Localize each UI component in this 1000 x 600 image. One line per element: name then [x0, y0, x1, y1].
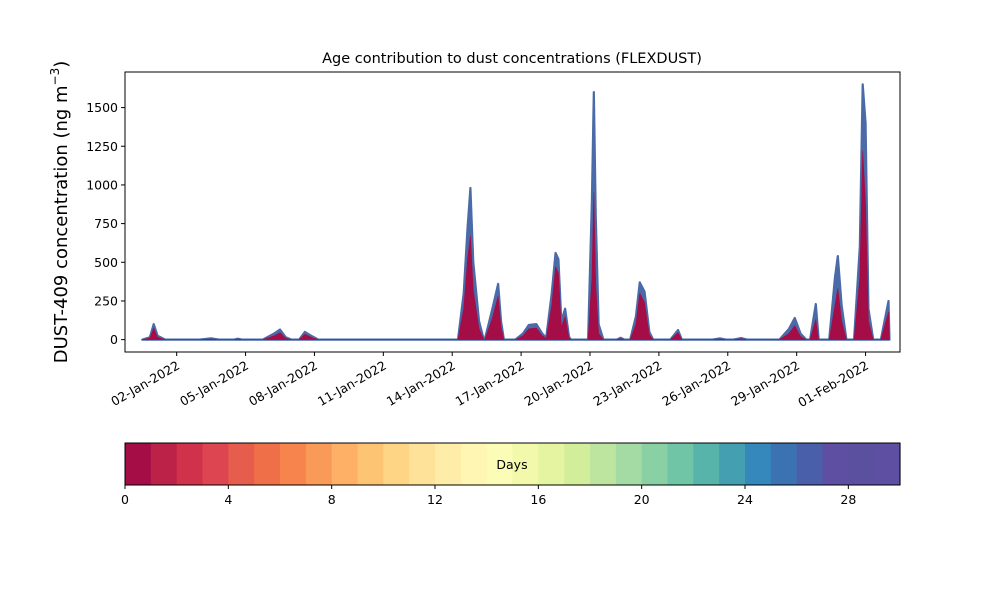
colorbar-bin [228, 443, 255, 485]
colorbar-bin [280, 443, 307, 485]
colorbar-bin [615, 443, 643, 485]
colorbar-frame [124, 442, 901, 486]
colorbar-bin [512, 443, 539, 485]
colorbar-tick-label: 24 [737, 492, 753, 507]
y-tick-label: 0 [110, 332, 118, 347]
x-tick-label: 05-Jan-2022 [177, 358, 251, 409]
x-tick-label: 26-Jan-2022 [659, 358, 733, 409]
series-area-0 [141, 83, 891, 341]
colorbar-bin [641, 443, 669, 485]
colorbar-bin [564, 443, 591, 485]
colorbar-bin [796, 443, 824, 485]
colorbar-tick-label: 20 [634, 492, 650, 507]
colorbar-bin [719, 443, 746, 485]
y-axis-label-main: DUST-409 concentration (ng m [51, 85, 72, 363]
x-tick-label: 23-Jan-2022 [590, 358, 664, 409]
y-axis-label-unit: −3 [48, 68, 62, 86]
colorbar-label: Days [496, 457, 527, 472]
x-tick-label: 14-Jan-2022 [384, 358, 458, 409]
y-tick-label: 1250 [86, 139, 118, 154]
colorbar-bin [305, 443, 333, 485]
colorbar-tick-label: 16 [530, 492, 546, 507]
colorbar-bin [409, 443, 436, 485]
colorbar-bin [435, 443, 462, 485]
colorbar-bin [770, 443, 798, 485]
x-tick-label: 29-Jan-2022 [728, 358, 802, 409]
colorbar-bin [848, 443, 875, 485]
colorbar-bin [667, 443, 694, 485]
colorbar-bin [254, 443, 281, 485]
colorbar-bin [874, 443, 901, 485]
colorbar-tick-label: 4 [224, 492, 232, 507]
y-axis-label-close: ) [51, 61, 72, 68]
x-tick-label: 08-Jan-2022 [246, 358, 320, 409]
y-axis-label-group: DUST-409 concentration (ng m−3) [48, 61, 72, 364]
colorbar-bin [383, 443, 410, 485]
plot-frame [124, 71, 901, 353]
x-tick-label: 11-Jan-2022 [315, 358, 389, 409]
colorbar-bin [745, 443, 772, 485]
y-tick-label: 750 [94, 216, 118, 231]
chart-title: Age contribution to dust concentrations … [322, 51, 702, 67]
colorbar-bin [357, 443, 384, 485]
x-axis: 02-Jan-202205-Jan-202208-Jan-202211-Jan-… [108, 352, 871, 410]
colorbar-bin [486, 443, 514, 485]
colorbar-bin [822, 443, 849, 485]
colorbar-bin [125, 443, 152, 485]
series-area-1 [141, 150, 890, 340]
colorbar-tick-label: 0 [121, 492, 129, 507]
colorbar-bin [538, 443, 565, 485]
x-tick-label: 20-Jan-2022 [522, 358, 596, 409]
colorbar-bin [590, 443, 617, 485]
y-axis-label: DUST-409 concentration (ng m−3) [48, 61, 72, 364]
y-tick-label: 500 [94, 255, 118, 270]
x-tick-label: 01-Feb-2022 [795, 358, 871, 410]
colorbar-bin [460, 443, 488, 485]
y-axis: 0 250 500 750 1000 1250 1500 [86, 100, 125, 347]
y-tick-label: 1000 [86, 177, 118, 192]
colorbar-axis: 0 4 8 12 16 20 24 28 [121, 485, 856, 507]
y-tick-label: 1500 [86, 100, 118, 115]
x-tick-label: 02-Jan-2022 [108, 358, 182, 409]
colorbar-bin [150, 443, 178, 485]
colorbar [125, 443, 901, 485]
colorbar-tick-label: 8 [328, 492, 336, 507]
colorbar-tick-label: 28 [840, 492, 856, 507]
y-tick-label: 250 [94, 293, 118, 308]
colorbar-tick-label: 12 [427, 492, 443, 507]
colorbar-bin [331, 443, 359, 485]
plot-area [141, 83, 891, 341]
colorbar-bin [202, 443, 229, 485]
x-tick-label: 17-Jan-2022 [453, 358, 527, 409]
colorbar-bin [176, 443, 204, 485]
colorbar-bin [693, 443, 720, 485]
